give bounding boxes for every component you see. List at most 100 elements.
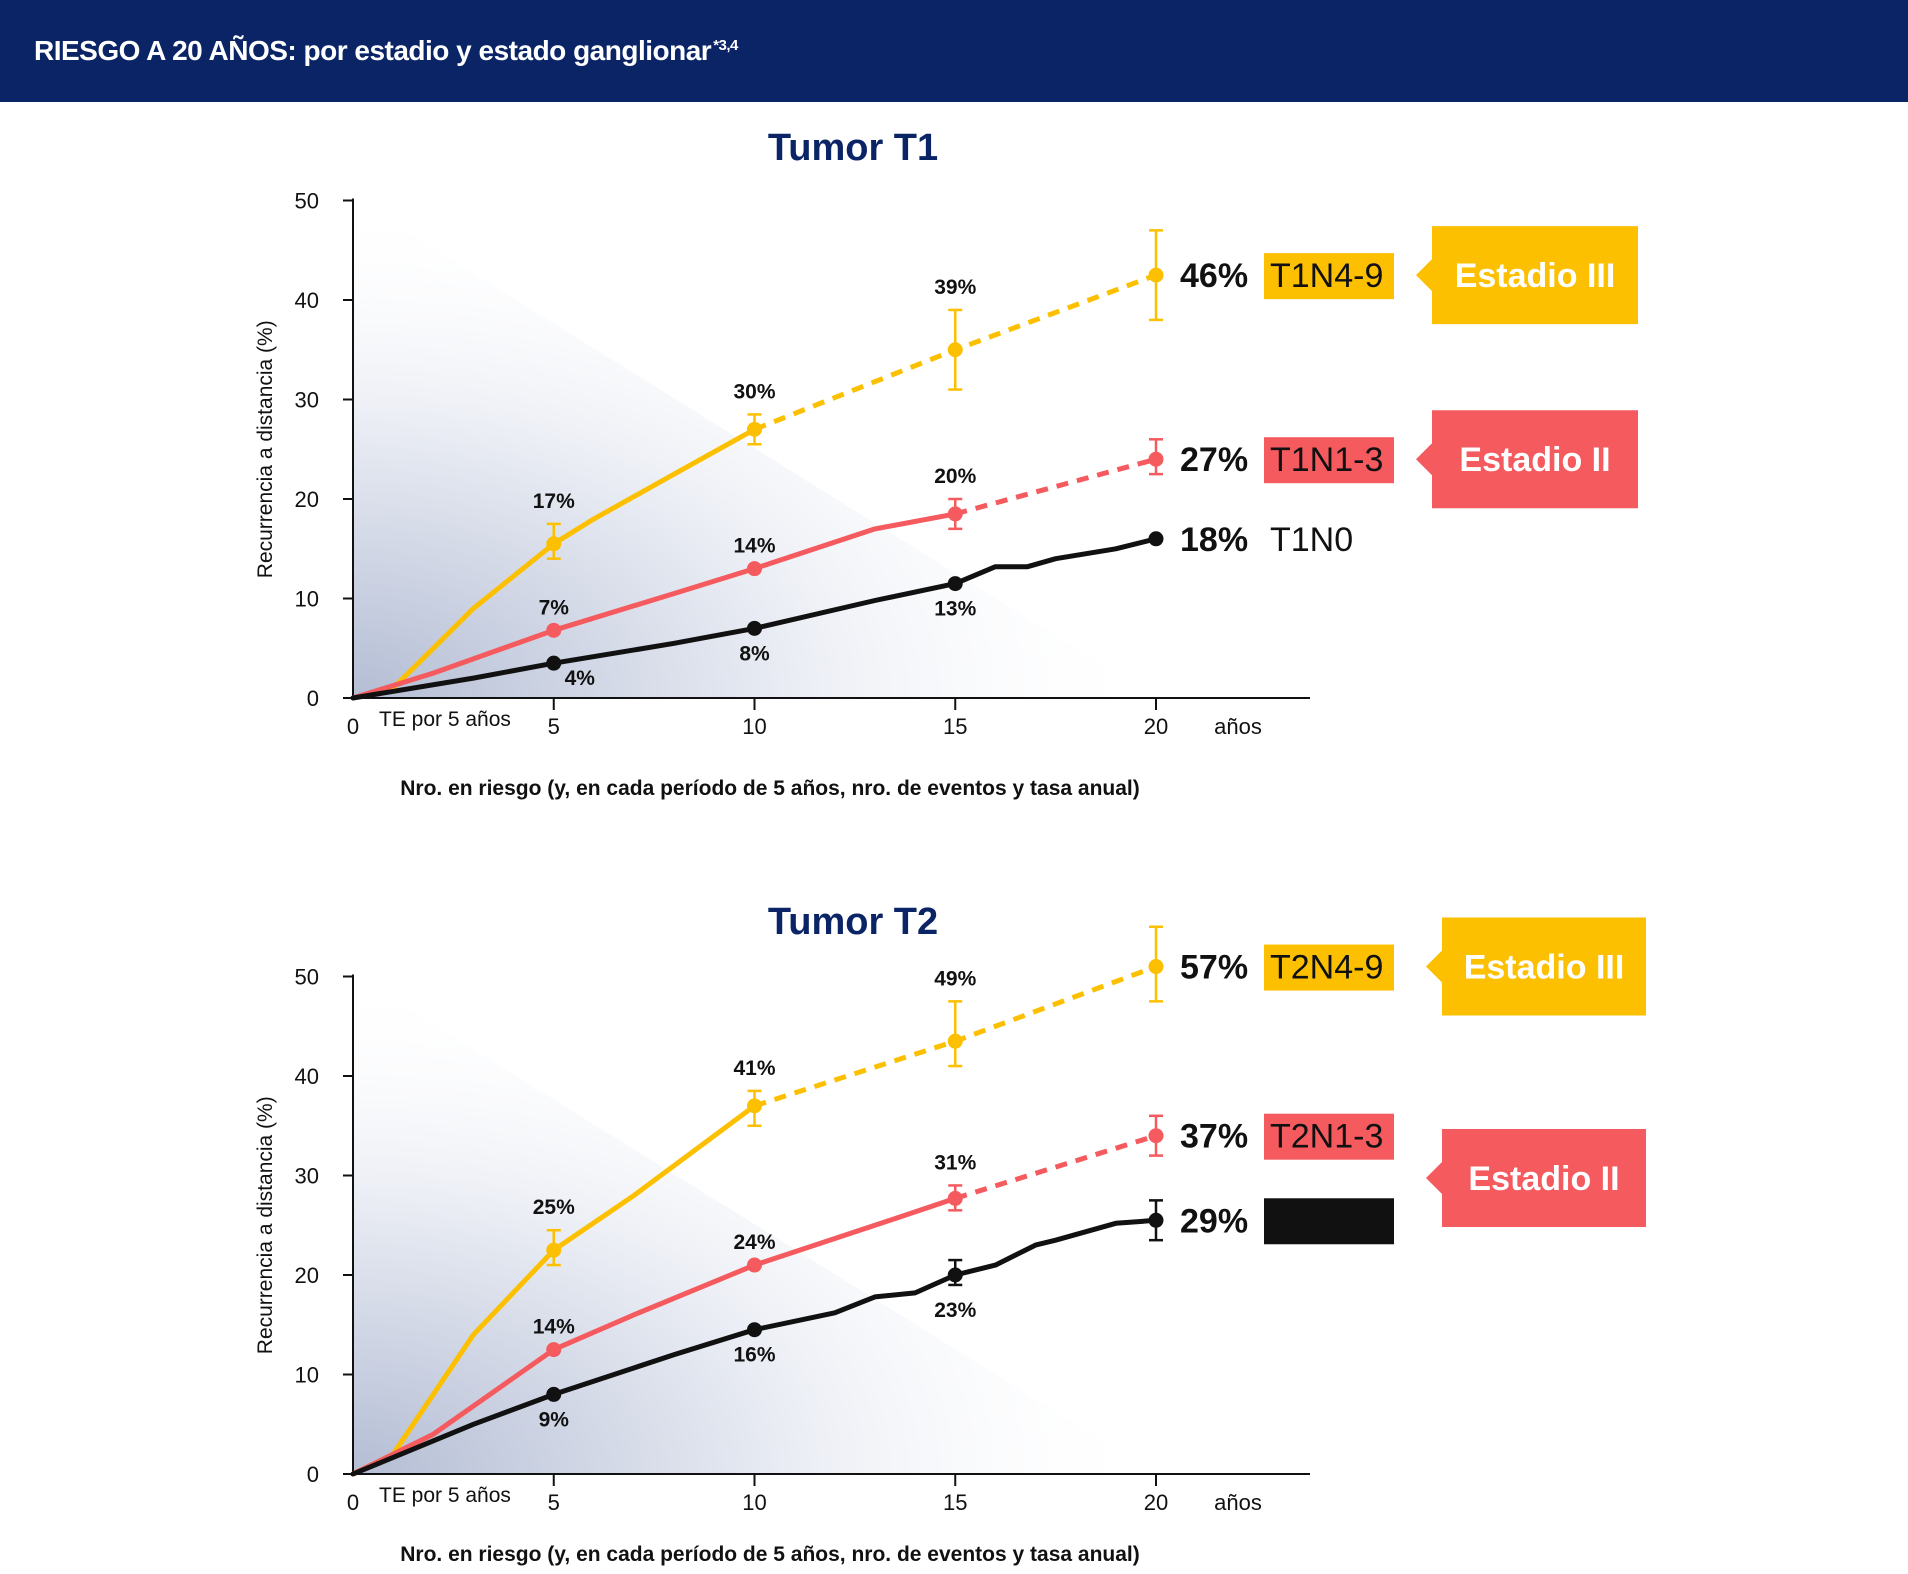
- chart-title: Tumor T2: [768, 901, 938, 943]
- y-tick-label: 20: [295, 487, 319, 512]
- series-dashed-line-T1N1-3: [954, 456, 1157, 517]
- data-label: 39%: [934, 276, 976, 299]
- data-point: [947, 506, 963, 522]
- stage-callout: [1426, 1128, 1646, 1227]
- end-percent-T1N0: 18%: [1180, 521, 1248, 559]
- x-tick-label: 5: [548, 1490, 560, 1515]
- data-point: [747, 561, 762, 577]
- number-at-risk-caption: Nro. en riesgo (y, en cada período de 5 …: [400, 777, 1139, 800]
- data-point: [546, 536, 562, 552]
- series-line-T1N1-3: [350, 511, 958, 701]
- series-label-box: [1264, 437, 1394, 484]
- data-point: [947, 1190, 963, 1206]
- data-point: [1148, 531, 1164, 547]
- header-title-text: RIESGO A 20 AÑOS: por estadio y estado g…: [34, 35, 712, 66]
- header-superscript: *3,4: [713, 36, 738, 54]
- data-label: 14%: [733, 535, 775, 558]
- data-point: [947, 1267, 963, 1283]
- stage-callout: [1426, 917, 1646, 1016]
- stage-label: Estadio III: [1455, 257, 1616, 295]
- data-point: [747, 1322, 762, 1338]
- end-percent-T2N1-3: 37%: [1180, 1118, 1248, 1156]
- header-title: RIESGO A 20 AÑOS: por estadio y estado g…: [34, 35, 738, 67]
- data-point: [1148, 1212, 1164, 1228]
- data-point: [546, 1242, 562, 1258]
- number-at-risk-caption: Nro. en riesgo (y, en cada período de 5 …: [400, 1543, 1139, 1566]
- series-label-box: [1264, 944, 1394, 991]
- x-unit-label: años: [1214, 714, 1262, 739]
- x-tick-label: 10: [742, 714, 766, 739]
- data-label: 49%: [934, 967, 976, 990]
- plot-background: [353, 974, 1156, 1474]
- x-tick-label: 15: [943, 1490, 967, 1515]
- data-point: [947, 1033, 963, 1049]
- plot-background: [353, 198, 1156, 698]
- x-tick-label: 5: [548, 714, 560, 739]
- x-tick-label: 0: [347, 1490, 359, 1515]
- series-line-T1N0: [350, 536, 1159, 701]
- data-point: [747, 1098, 762, 1114]
- end-percent-T1N4-9: 46%: [1180, 257, 1248, 295]
- y-tick-label: 10: [295, 587, 319, 612]
- series-name-T1N4-9: T1N4-9: [1270, 257, 1383, 295]
- end-percent-T1N1-3: 27%: [1180, 441, 1248, 479]
- chart-title: Tumor T1: [768, 127, 938, 169]
- y-tick-label: 30: [295, 388, 319, 413]
- header-bar: RIESGO A 20 AÑOS: por estadio y estado g…: [0, 0, 1908, 102]
- data-point: [546, 1386, 562, 1402]
- y-tick-label: 40: [295, 288, 319, 313]
- data-label: 31%: [934, 1151, 976, 1174]
- y-tick-label: 10: [295, 1363, 319, 1388]
- y-tick-label: 20: [295, 1263, 319, 1288]
- series-name-T2N1-3: T2N1-3: [1270, 1118, 1383, 1156]
- data-label: 25%: [533, 1196, 575, 1219]
- data-point: [947, 576, 963, 592]
- te-label: TE por 5 años: [379, 708, 511, 731]
- x-tick-label: 20: [1144, 1490, 1168, 1515]
- data-label: 8%: [739, 642, 770, 665]
- series-line-T2N0: [350, 1217, 1159, 1477]
- series-dashed-line-T2N1-3: [954, 1133, 1157, 1201]
- end-percent-T2N0: 29%: [1180, 1202, 1248, 1240]
- series-name-T1N1-3: T1N1-3: [1270, 441, 1383, 479]
- data-point: [546, 655, 562, 671]
- x-tick-label: 20: [1144, 714, 1168, 739]
- series-label-box: [1264, 253, 1394, 300]
- data-label: 14%: [533, 1316, 575, 1339]
- end-percent-T2N4-9: 57%: [1180, 949, 1248, 987]
- x-tick-label: 0: [347, 714, 359, 739]
- data-label: 23%: [934, 1299, 976, 1322]
- series-label-box: [1264, 1198, 1394, 1245]
- y-tick-label: 40: [295, 1064, 319, 1089]
- data-point: [1148, 959, 1164, 975]
- data-label: 9%: [539, 1408, 570, 1431]
- data-point: [747, 421, 762, 437]
- data-label: 16%: [733, 1344, 775, 1367]
- y-tick-label: 50: [295, 189, 319, 214]
- data-point: [747, 620, 762, 636]
- data-point: [1148, 267, 1164, 283]
- data-label: 20%: [934, 465, 976, 488]
- data-point: [546, 1342, 562, 1358]
- series-line-T2N1-3: [350, 1195, 958, 1477]
- stage-label: Estadio II: [1459, 441, 1610, 479]
- stage-label: Estadio III: [1464, 949, 1625, 987]
- data-point: [947, 342, 963, 358]
- y-tick-label: 30: [295, 1164, 319, 1189]
- data-point: [546, 622, 562, 638]
- te-label: TE por 5 años: [379, 1484, 511, 1507]
- y-tick-label: 0: [307, 1462, 319, 1487]
- stage-callout: [1416, 226, 1638, 325]
- data-label: 30%: [733, 380, 775, 403]
- series-name-T2N0: T2N0: [1270, 1202, 1353, 1240]
- data-label: 4%: [565, 667, 596, 690]
- series-name-T1N0: T1N0: [1270, 521, 1353, 559]
- x-tick-label: 15: [943, 714, 967, 739]
- x-tick-label: 10: [742, 1490, 766, 1515]
- series-name-T2N4-9: T2N4-9: [1270, 949, 1383, 987]
- data-label: 41%: [733, 1057, 775, 1080]
- chart-tumor-t1: Tumor T1 0 10 20 30 40 50 0 5 10 15 20 años TE por 5 …: [254, 127, 1638, 800]
- data-label: 13%: [934, 598, 976, 621]
- x-unit-label: años: [1214, 1490, 1262, 1515]
- data-point: [1148, 1128, 1164, 1144]
